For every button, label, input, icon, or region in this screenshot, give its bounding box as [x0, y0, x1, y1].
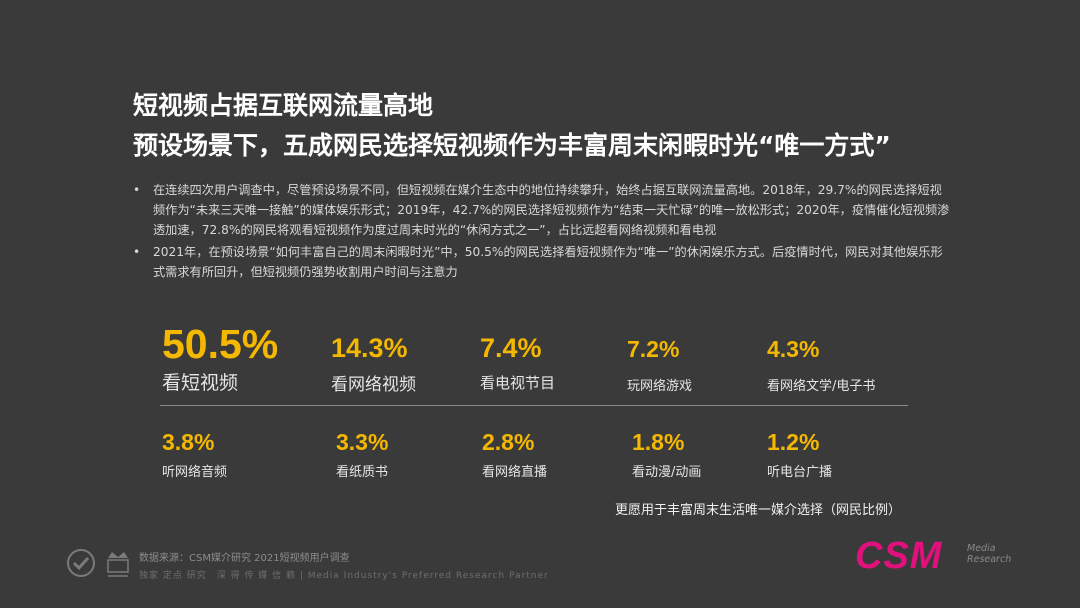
- stat-value: 4.3%: [767, 336, 820, 362]
- stat-games: 7.2% 玩网络游戏: [627, 336, 692, 394]
- certification-check-icon: [66, 548, 96, 582]
- stat-value: 3.8%: [162, 429, 215, 455]
- stat-animation: 1.8% 看动漫/动画: [632, 429, 701, 480]
- stat-label: 看电视节目: [480, 374, 556, 392]
- stat-value: 2.8%: [482, 429, 535, 455]
- stat-label: 看动漫/动画: [632, 465, 702, 480]
- stat-ebooks: 4.3% 看网络文学/电子书: [767, 336, 875, 394]
- stat-value: 1.8%: [632, 429, 685, 455]
- stat-label: 看短视频: [162, 372, 239, 394]
- bullet-item: • 2021年，在预设场景“如何丰富自己的周末闲暇时光”中，50.5%的网民选择…: [133, 242, 953, 282]
- stat-live-stream: 2.8% 看网络直播: [482, 429, 547, 480]
- stat-value: 1.2%: [767, 429, 820, 455]
- stat-label: 看网络文学/电子书: [767, 379, 876, 394]
- stat-value: 3.3%: [336, 429, 389, 455]
- logo-subtitle: Media Research: [967, 543, 1011, 565]
- stat-online-video: 14.3% 看网络视频: [331, 333, 416, 395]
- stat-value: 7.2%: [627, 336, 680, 362]
- stat-label: 看网络视频: [331, 375, 416, 395]
- stat-tv: 7.4% 看电视节目: [480, 333, 555, 393]
- stat-label: 看网络直播: [482, 465, 548, 480]
- stat-label: 听网络音频: [162, 465, 228, 480]
- stat-value: 7.4%: [480, 333, 542, 363]
- data-source: 数据来源：CSM媒介研究 2021短视频用户调查: [139, 553, 350, 564]
- tagline: 独家 定点 研究 深 得 传 媒 信 赖 | Media Industry's …: [139, 571, 549, 581]
- logo-sub-research: Research: [967, 554, 1012, 565]
- bullet-text: 2021年，在预设场景“如何丰富自己的周末闲暇时光”中，50.5%的网民选择看短…: [153, 245, 943, 279]
- bullet-item: • 在连续四次用户调查中，尽管预设场景不同，但短视频在媒介生态中的地位持续攀升，…: [133, 180, 953, 240]
- stat-label: 看纸质书: [336, 465, 389, 480]
- bullet-text: 在连续四次用户调查中，尽管预设场景不同，但短视频在媒介生态中的地位持续攀升，始终…: [153, 183, 950, 237]
- stat-paper-books: 3.3% 看纸质书: [336, 429, 388, 480]
- csm-logo: CSM Media Research: [855, 535, 1011, 578]
- stat-short-video: 50.5% 看短视频: [162, 322, 278, 395]
- stat-label: 听电台广播: [767, 465, 833, 480]
- title-line-2: 预设场景下，五成网民选择短视频作为丰富周末闲暇时光“唯一方式”: [133, 131, 891, 160]
- stat-audio: 3.8% 听网络音频: [162, 429, 227, 480]
- bullet-list: • 在连续四次用户调查中，尽管预设场景不同，但短视频在媒介生态中的地位持续攀升，…: [133, 180, 953, 284]
- chart-caption: 更愿用于丰富周末生活唯一媒介选择（网民比例）: [615, 503, 902, 518]
- title-line-1: 短视频占据互联网流量高地: [133, 91, 434, 120]
- stat-radio: 1.2% 听电台广播: [767, 429, 832, 480]
- logo-text: CSM: [855, 535, 943, 577]
- bullet-dot: •: [133, 183, 141, 197]
- stat-label: 玩网络游戏: [627, 379, 693, 394]
- bullet-dot: •: [133, 245, 141, 259]
- logo-sub-media: Media: [967, 543, 996, 554]
- stat-value: 14.3%: [331, 333, 408, 363]
- certification-crown-icon: [104, 548, 132, 586]
- stat-value: 50.5%: [162, 321, 279, 367]
- divider-line: [160, 405, 908, 406]
